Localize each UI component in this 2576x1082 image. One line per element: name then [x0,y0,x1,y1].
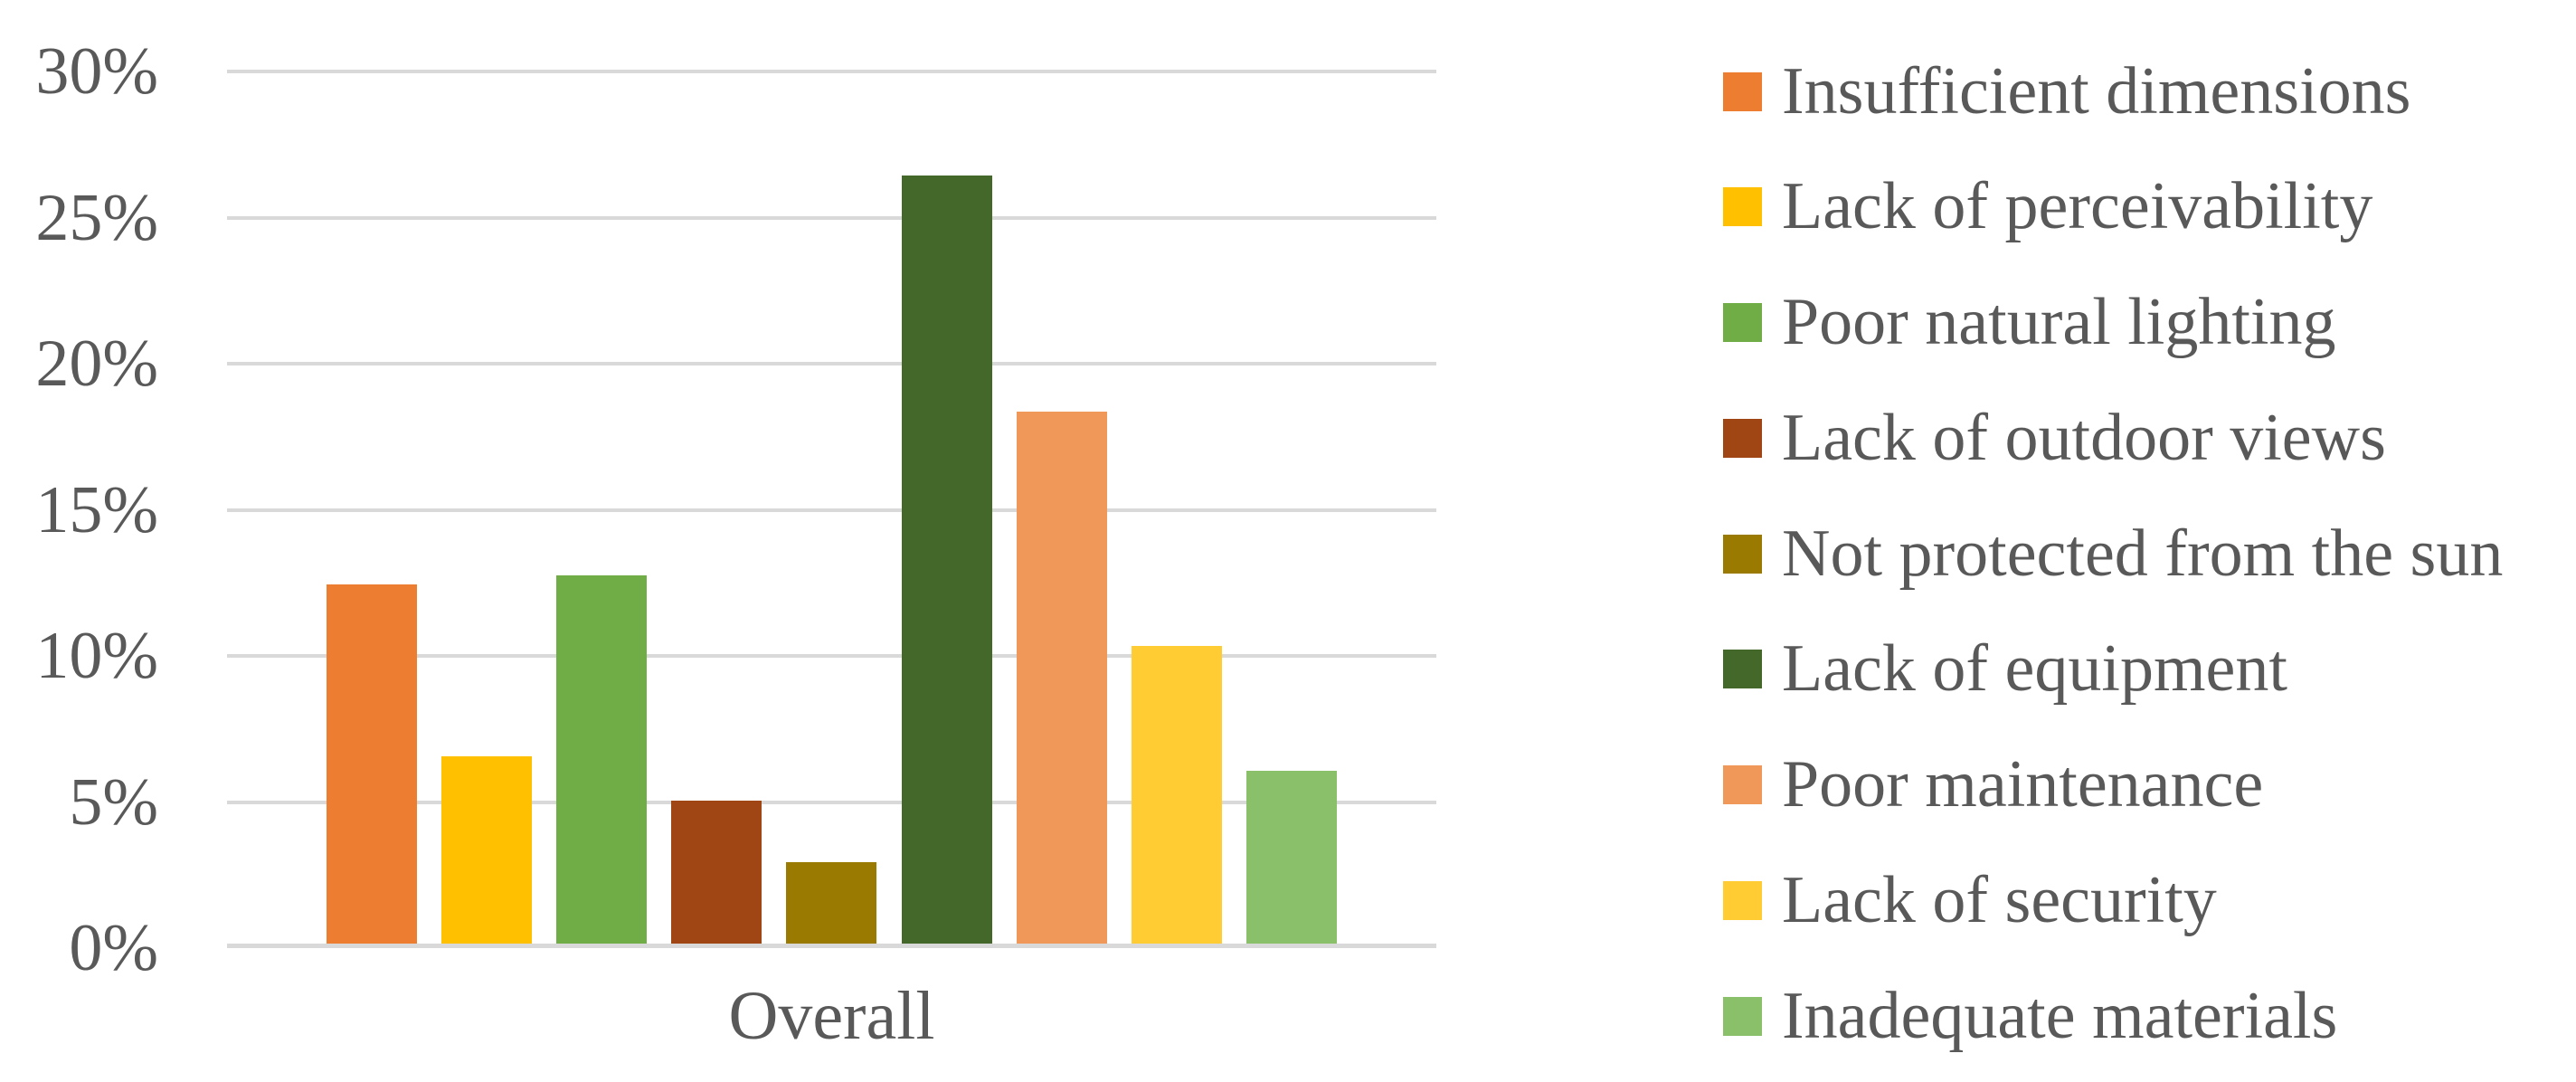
legend-item: Lack of perceivability [1723,148,2372,266]
legend-swatch-icon [1723,303,1762,342]
legend-swatch-icon [1723,996,1762,1036]
legend: Insufficient dimensions Lack of perceivab… [1723,0,2576,1082]
gridline [227,70,1436,73]
gridline [227,654,1436,658]
y-axis-tick-label: 20% [35,327,158,401]
legend-item: Poor natural lighting [1723,264,2336,382]
legend-item: Poor maintenance [1723,726,2263,844]
legend-label: Insufficient dimensions [1782,53,2411,128]
gridline [227,362,1436,365]
legend-swatch-icon [1723,418,1762,458]
bar-4 [671,800,762,944]
legend-swatch-icon [1723,765,1762,804]
plot-area [227,70,1436,948]
gridline [227,215,1436,220]
bar-6 [901,175,992,944]
legend-swatch-icon [1723,71,1762,111]
y-axis-tick-label: 5% [69,764,158,840]
bar-8 [1131,645,1222,944]
bar-9 [1245,771,1337,944]
y-axis-tick-label: 10% [35,619,158,693]
bar-3 [556,575,648,944]
legend-label: Poor maintenance [1782,747,2264,821]
bar-1 [327,584,417,944]
legend-label: Inadequate materials [1782,978,2338,1053]
legend-label: Lack of outdoor views [1782,400,2386,475]
legend-label: Lack of perceivability [1782,169,2373,244]
legend-item: Lack of security [1723,841,2217,959]
y-axis-tick-label: 25% [35,180,158,255]
bar-7 [1016,412,1107,944]
legend-item: Not protected from the sun [1723,495,2503,612]
legend-swatch-icon [1723,880,1762,920]
x-axis-line [227,944,1436,948]
y-axis-tick-label: 30% [35,34,158,109]
legend-item: Lack of outdoor views [1723,379,2386,497]
legend-label: Not protected from the sun [1782,516,2504,591]
gridline [227,508,1436,512]
legend-swatch-icon [1723,534,1762,574]
gridline [227,800,1436,804]
bar-5 [786,861,877,944]
legend-item: Inadequate materials [1723,957,2337,1075]
legend-swatch-icon [1723,650,1762,689]
legend-label: Poor natural lighting [1782,285,2336,359]
bar-2 [441,756,533,944]
x-axis-category-label: Overall [728,978,935,1054]
y-axis-tick-label: 0% [69,911,158,985]
y-axis-tick-label: 15% [35,472,158,547]
legend-label: Lack of security [1782,862,2217,937]
legend-item: Lack of equipment [1723,611,2287,728]
legend-swatch-icon [1723,187,1762,227]
legend-item: Insufficient dimensions [1723,33,2410,150]
legend-label: Lack of equipment [1782,631,2287,707]
